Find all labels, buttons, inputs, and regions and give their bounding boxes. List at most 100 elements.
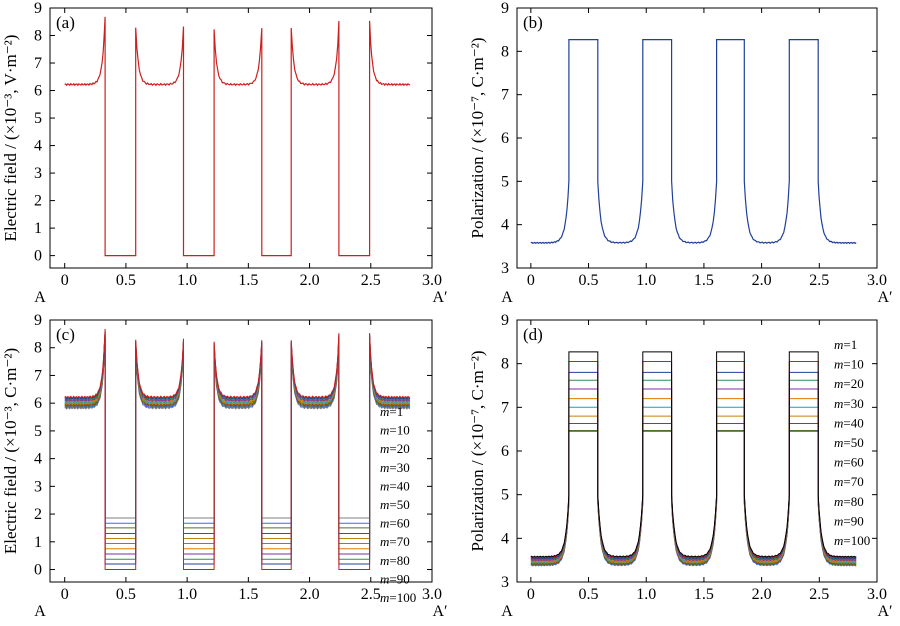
x-end-right-label: A′ bbox=[432, 289, 447, 306]
legend-entry: m=30 bbox=[380, 460, 410, 475]
x-tick-label: 3.0 bbox=[422, 586, 442, 603]
x-tick-label: 2.0 bbox=[300, 586, 320, 603]
x-tick-label: 1.0 bbox=[636, 586, 656, 603]
series-line-5 bbox=[64, 334, 411, 544]
legend-entry: m=30 bbox=[834, 396, 864, 411]
x-tick-label: 3.0 bbox=[867, 586, 887, 603]
legend-entry: m=90 bbox=[380, 571, 410, 586]
series-line-4 bbox=[530, 388, 857, 562]
y-tick-label: 7 bbox=[34, 55, 42, 72]
panel-a: 0 1 2 3 4 5 6 7 8 9 0 0.5 1.0 1.5 2.0 2.5 3.0 A A′ Electric… bbox=[1, 0, 448, 306]
y-tick-label: 7 bbox=[501, 87, 509, 104]
y-tick-label: 4 bbox=[501, 530, 509, 547]
legend-entry: m=70 bbox=[834, 474, 864, 489]
panel-c: 0 1 2 3 4 5 6 7 8 9 0 0.5 1.0 1.5 2.0 2.5 3.0 A A′ Electric… bbox=[1, 312, 448, 620]
x-tick-label: 3.0 bbox=[867, 272, 887, 289]
y-tick-label: 5 bbox=[501, 487, 509, 504]
y-tick-label: 5 bbox=[501, 173, 509, 190]
x-tick-label: 0 bbox=[527, 586, 535, 603]
x-tick-label: 0.5 bbox=[116, 272, 136, 289]
y-axis-label: Polarization / (×10⁻⁷, C·m⁻²) bbox=[468, 351, 487, 552]
y-tick-label: 3 bbox=[34, 478, 42, 495]
series-line-9 bbox=[530, 430, 857, 566]
panel-b: 3 4 5 6 7 8 9 0 0.5 1.0 1.5 2.0 2.5 3.0 A A′ Polarizatio… bbox=[468, 0, 893, 306]
y-tick-label: 1 bbox=[34, 220, 42, 237]
y-tick-label: 6 bbox=[501, 130, 509, 147]
y-tick-label: 5 bbox=[34, 423, 42, 440]
y-tick-label: 0 bbox=[34, 248, 42, 265]
legend-entry: m=70 bbox=[380, 534, 410, 549]
x-tick-label: 0.5 bbox=[116, 586, 136, 603]
x-tick-label: 1.0 bbox=[636, 272, 656, 289]
y-tick-label: 8 bbox=[501, 43, 509, 60]
x-tick-label: 1.5 bbox=[238, 586, 258, 603]
legend-entry: m=60 bbox=[380, 516, 410, 531]
y-tick-label: 8 bbox=[34, 340, 42, 357]
y-tick-label: 9 bbox=[501, 0, 509, 17]
y-tick-label: 9 bbox=[501, 312, 509, 329]
x-tick-label: 2.0 bbox=[300, 272, 320, 289]
y-tick-label: 7 bbox=[501, 399, 509, 416]
panel-tag: (b) bbox=[523, 13, 543, 32]
x-tick-label: 1.5 bbox=[238, 272, 258, 289]
y-tick-label: 4 bbox=[501, 217, 509, 234]
y-axis-label: Electric field / (×10⁻³, V·m⁻²) bbox=[1, 35, 20, 242]
y-axis-label: Electric field / (×10⁻³, C·m⁻²) bbox=[1, 348, 20, 554]
y-tick-label: 2 bbox=[34, 506, 42, 523]
legend-entry: m=20 bbox=[834, 376, 864, 391]
series-line-1 bbox=[64, 330, 411, 565]
y-tick-label: 3 bbox=[501, 260, 509, 277]
legend-entry: m=40 bbox=[834, 415, 864, 430]
y-tick-label: 6 bbox=[34, 83, 42, 100]
x-tick-label: 2.5 bbox=[361, 272, 381, 289]
y-tick-label: 8 bbox=[501, 356, 509, 373]
y-tick-label: 4 bbox=[34, 451, 42, 468]
x-tick-label: 1.0 bbox=[177, 586, 197, 603]
legend-entry: m=10 bbox=[380, 423, 410, 438]
x-tick-label: 2.0 bbox=[752, 586, 772, 603]
y-tick-label: 3 bbox=[34, 165, 42, 182]
y-tick-label: 4 bbox=[34, 138, 42, 155]
series-line-6 bbox=[64, 335, 411, 539]
panel-tag: (a) bbox=[56, 13, 75, 32]
y-tick-label: 9 bbox=[34, 0, 42, 17]
x-tick-label: 0 bbox=[527, 272, 535, 289]
y-tick-label: 6 bbox=[501, 443, 509, 460]
x-end-left-label: A bbox=[34, 603, 46, 620]
series-line-4 bbox=[64, 333, 411, 550]
legend-entry: m=80 bbox=[834, 494, 864, 509]
series-line-0 bbox=[530, 351, 857, 558]
legend-entry: m=50 bbox=[380, 497, 410, 512]
y-tick-label: 9 bbox=[34, 312, 42, 329]
x-end-right-label: A′ bbox=[877, 603, 892, 620]
x-end-right-label: A′ bbox=[877, 289, 892, 306]
legend-entry: m=90 bbox=[834, 513, 864, 528]
series-line-2 bbox=[530, 371, 857, 560]
x-tick-label: 2.5 bbox=[809, 586, 829, 603]
x-tick-label: 1.5 bbox=[694, 272, 714, 289]
x-tick-label: 1.5 bbox=[694, 586, 714, 603]
y-tick-label: 0 bbox=[34, 562, 42, 579]
y-axis-label: Polarization / (×10⁻⁷, C·m⁻²) bbox=[468, 38, 487, 239]
y-tick-label: 3 bbox=[501, 574, 509, 591]
series-line bbox=[64, 16, 411, 257]
series-line-2 bbox=[64, 331, 411, 560]
legend-entry: m=40 bbox=[380, 478, 410, 493]
x-tick-label: 2.0 bbox=[752, 272, 772, 289]
y-tick-label: 6 bbox=[34, 395, 42, 412]
legend-entry: m=100 bbox=[380, 590, 416, 605]
y-tick-label: 7 bbox=[34, 367, 42, 384]
x-tick-label: 0 bbox=[61, 272, 69, 289]
panel-tag: (c) bbox=[56, 325, 75, 344]
x-tick-label: 2.5 bbox=[809, 272, 829, 289]
x-tick-label: 3.0 bbox=[422, 272, 442, 289]
x-end-left-label: A bbox=[501, 603, 513, 620]
series-line bbox=[530, 39, 857, 245]
legend-entry: m=1 bbox=[380, 404, 403, 419]
y-tick-label: 8 bbox=[34, 28, 42, 45]
y-tick-label: 2 bbox=[34, 193, 42, 210]
series-line-3 bbox=[64, 332, 411, 555]
x-end-left-label: A bbox=[34, 289, 46, 306]
